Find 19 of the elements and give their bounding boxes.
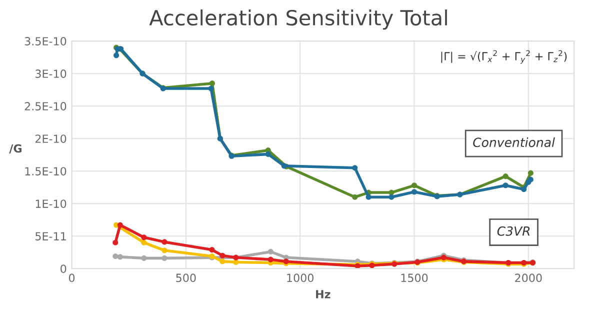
y-tick-label: 1.5E-10	[25, 167, 66, 176]
y-tick-label: 2.5E-10	[24, 102, 66, 110]
y-tick-label: 5E-11	[36, 232, 66, 240]
y-tick-label: 3.5E-10	[24, 37, 66, 46]
x-tick-label: 2000	[515, 274, 542, 282]
text: |Γ| = √(Γ$_{x}$$^{2}$ + Γ$_{y}$$^{2}$ + Γ$_{z}$$^{2}$)	[441, 50, 567, 64]
y-tick-label: 0	[60, 264, 66, 273]
x-tick-label: 0	[68, 274, 75, 282]
y-axis-title: /G	[9, 144, 22, 154]
y-tick-label: 3E-10	[36, 70, 66, 78]
x-tick-label: 1000	[287, 274, 314, 282]
y-tick-label: 2E-10	[35, 134, 66, 143]
x-tick-label: 500	[176, 274, 196, 282]
x-tick-label: 1500	[401, 274, 428, 282]
y-tick-label: 1E-10	[36, 200, 66, 208]
x-axis-title: Hz	[316, 290, 330, 298]
annotation: Conventional	[473, 137, 555, 148]
annotation: C3VR	[497, 226, 530, 236]
chart-title: Acceleration Sensitivity Total	[149, 9, 447, 30]
